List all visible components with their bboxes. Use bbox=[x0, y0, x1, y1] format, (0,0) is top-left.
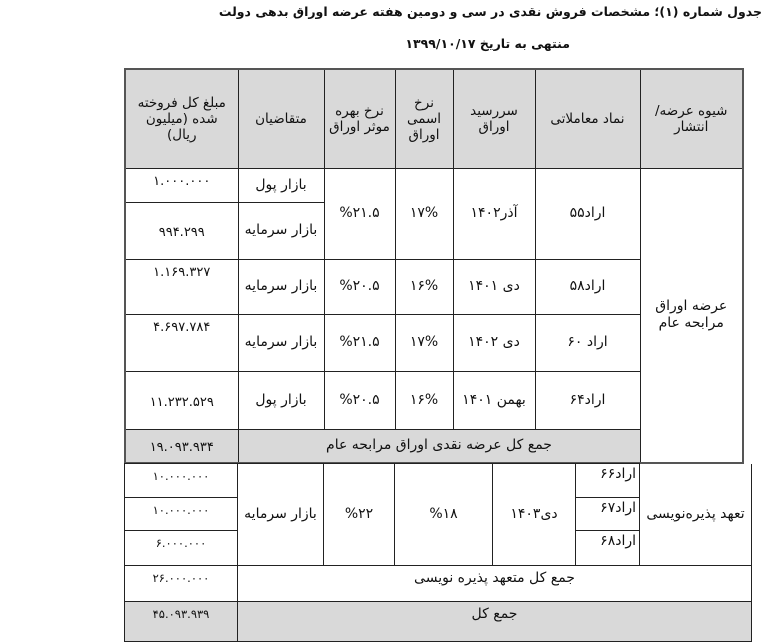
method-cell: تعهد پذیره‌نویسی bbox=[639, 463, 752, 566]
amount-cell: ۱۰.۰۰۰.۰۰۰ bbox=[124, 497, 238, 531]
table-row: اراد۵۸ دی ۱۴۰۱ ۱۶% %۲۰.۵ بازار سرمایه ۱.… bbox=[124, 258, 743, 315]
subtotal-amount: ۱۹.۰۹۳.۹۳۴ bbox=[124, 428, 239, 464]
buyers-cell: بازار پول bbox=[237, 370, 325, 430]
header-effective-rate: نرخ بهره موثر اوراق bbox=[323, 68, 396, 169]
symbol-cell: اراد ۶۰ bbox=[534, 313, 641, 372]
table-row: اراد۶۴ بهمن ۱۴۰۱ ۱۶% %۲۰.۵ بازار پول ۱۱.… bbox=[124, 370, 743, 430]
table-row: عرضه اوراق مرابحه عام اراد۵۵ آذر۱۴۰۲ ۱۷%… bbox=[124, 167, 744, 464]
effective-rate-cell: %۲۱.۵ bbox=[323, 313, 396, 372]
underwriting-table: تعهد پذیره‌نویسی اراد۶۶ دی۱۴۰۳ %۱۸ %۲۲ ب… bbox=[124, 463, 752, 642]
effective-rate-cell: %۲۰.۵ bbox=[323, 370, 396, 430]
header-maturity: سررسید اوراق bbox=[452, 68, 536, 169]
public-offering-table: شیوه عرضه/انتشار نماد معاملاتی سررسید او… bbox=[124, 68, 744, 464]
header-method: شیوه عرضه/انتشار bbox=[639, 68, 744, 169]
table-row: اراد۶۸ ۶.۰۰۰.۰۰۰ bbox=[124, 530, 752, 566]
table-row: اراد۶۷ ۱۰.۰۰۰.۰۰۰ bbox=[124, 497, 752, 531]
table-row: تعهد پذیره‌نویسی اراد۶۶ دی۱۴۰۳ %۱۸ %۲۲ ب… bbox=[124, 463, 752, 566]
header-nominal-rate: نرخ اسمی اوراق bbox=[394, 68, 454, 169]
subtotal-row: جمع کل عرضه نقدی اوراق مرابحه عام ۱۹.۰۹۳… bbox=[124, 428, 743, 464]
header-symbol: نماد معاملاتی bbox=[534, 68, 641, 169]
buyers-cell: بازار سرمایه bbox=[237, 313, 325, 372]
buyers-cell: بازار سرمایه bbox=[237, 201, 325, 260]
nominal-rate-cell: ۱۶% bbox=[394, 258, 454, 315]
table-row: اراد ۶۰ دی ۱۴۰۲ ۱۷% %۲۱.۵ بازار سرمایه ۴… bbox=[124, 313, 743, 372]
subtotal-amount: ۲۶.۰۰۰.۰۰۰ bbox=[124, 565, 238, 602]
symbol-cell: اراد۶۶ bbox=[575, 463, 640, 498]
amount-cell: ۶.۰۰۰.۰۰۰ bbox=[124, 530, 238, 566]
subtotal-row: جمع کل متعهد پذیره نویسی ۲۶.۰۰۰.۰۰۰ bbox=[124, 565, 752, 602]
subtotal-label: جمع کل متعهد پذیره نویسی bbox=[237, 565, 752, 602]
amount-cell: ۴.۶۹۷.۷۸۴ bbox=[124, 313, 239, 372]
maturity-cell: بهمن ۱۴۰۱ bbox=[452, 370, 536, 430]
header-amount: مبلغ کل فروخته شده (میلیون ریال) bbox=[124, 68, 239, 169]
nominal-rate-cell: ۱۷% bbox=[394, 167, 454, 260]
buyers-cell: بازار سرمایه bbox=[237, 258, 325, 315]
grand-total-amount: ۴۵.۰۹۳.۹۳۹ bbox=[124, 601, 238, 642]
maturity-cell: دی ۱۴۰۱ bbox=[452, 258, 536, 315]
effective-rate-cell: %۲۰.۵ bbox=[323, 258, 396, 315]
symbol-cell: اراد۶۸ bbox=[575, 530, 640, 566]
nominal-rate-cell: %۱۸ bbox=[394, 463, 493, 566]
nominal-rate-cell: ۱۶% bbox=[394, 370, 454, 430]
amount-cell: ۹۹۴.۲۹۹ bbox=[124, 201, 239, 260]
grand-total-row: جمع کل ۴۵.۰۹۳.۹۳۹ bbox=[124, 601, 752, 642]
header-row: شیوه عرضه/انتشار نماد معاملاتی سررسید او… bbox=[124, 68, 744, 169]
effective-rate-cell: %۲۱.۵ bbox=[323, 167, 396, 260]
amount-cell: ۱.۱۶۹.۳۲۷ bbox=[124, 258, 239, 315]
effective-rate-cell: %۲۲ bbox=[323, 463, 395, 566]
grand-total-label: جمع کل bbox=[237, 601, 752, 642]
header-buyers: متقاضیان bbox=[237, 68, 325, 169]
amount-cell: ۱۰.۰۰۰.۰۰۰ bbox=[124, 463, 238, 498]
table-caption: جدول شماره (۱)؛ مشخصات فروش نقدی در سی و… bbox=[218, 4, 762, 19]
table-date: منتهی به تاریخ ۱۳۹۹/۱۰/۱۷ bbox=[405, 36, 570, 51]
buyers-cell: بازار سرمایه bbox=[237, 463, 324, 566]
symbol-cell: اراد۵۵ bbox=[534, 167, 641, 260]
table-row: بازار سرمایه ۹۹۴.۲۹۹ bbox=[124, 201, 743, 260]
nominal-rate-cell: ۱۷% bbox=[394, 313, 454, 372]
amount-cell: ۱.۰۰۰.۰۰۰ bbox=[124, 167, 239, 203]
maturity-cell: دی ۱۴۰۲ bbox=[452, 313, 536, 372]
amount-cell: ۱۱.۲۳۲.۵۲۹ bbox=[124, 370, 239, 430]
subtotal-label: جمع کل عرضه نقدی اوراق مرابحه عام bbox=[237, 428, 641, 464]
symbol-cell: اراد۶۷ bbox=[575, 497, 640, 531]
method-cell: عرضه اوراق مرابحه عام bbox=[639, 167, 744, 464]
maturity-cell: دی۱۴۰۳ bbox=[492, 463, 576, 566]
buyers-cell: بازار پول bbox=[237, 167, 325, 203]
symbol-cell: اراد۶۴ bbox=[534, 370, 641, 430]
maturity-cell: آذر۱۴۰۲ bbox=[452, 167, 536, 260]
symbol-cell: اراد۵۸ bbox=[534, 258, 641, 315]
